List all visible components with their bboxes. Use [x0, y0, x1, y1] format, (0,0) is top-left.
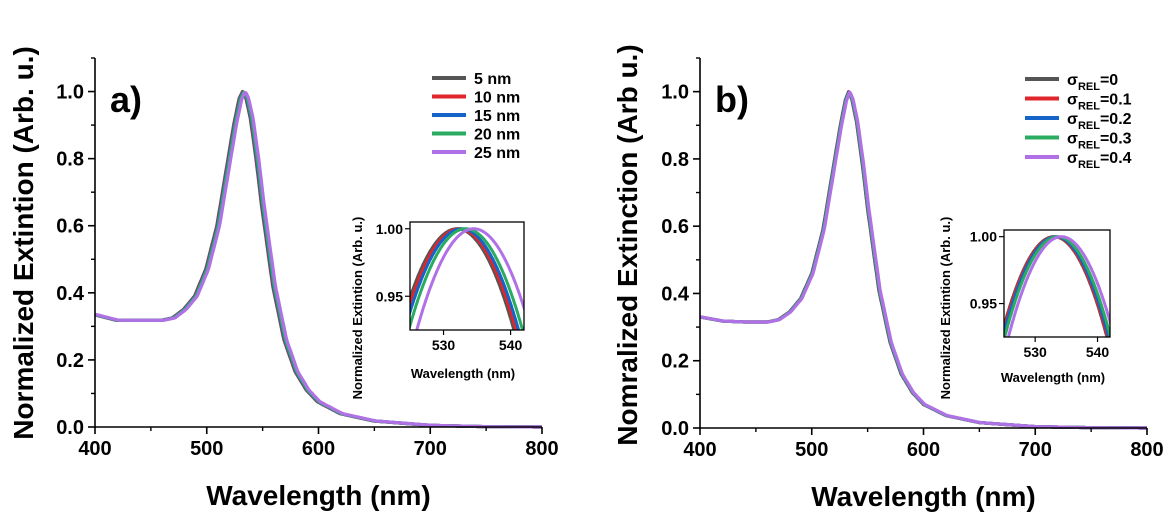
inset-y-axis-title: Normalized Extintion (Arb. u.) — [938, 217, 953, 400]
x-tick-label: 500 — [190, 438, 223, 460]
panel-b: 400 500 600 700 800 0.0 0.2 0.4 0.6 0.8 1.0 Wavelen… — [612, 44, 1164, 512]
inset-x-tick-label: 530 — [432, 337, 456, 353]
legend-item: σREL=0.3 — [1025, 131, 1132, 152]
x-axis-title: Wavelength (nm) — [206, 480, 431, 511]
y-tick-label: 1.0 — [661, 82, 689, 104]
panel-a: 400 500 600 700 800 0.0 0.2 0.4 0.6 0.8 1.0 Wavelen… — [8, 46, 559, 511]
x-tick-label: 600 — [907, 439, 940, 461]
x-tick-label: 800 — [525, 438, 558, 460]
y-tick-label: 0.0 — [661, 418, 689, 440]
legend-label-base: σ — [1067, 150, 1078, 167]
legend-label: σREL=0.1 — [1067, 92, 1132, 113]
inset-series-line-4 — [415, 227, 524, 330]
legend-item: 15 nm — [432, 108, 520, 125]
y-tick-label: 0.0 — [56, 417, 84, 439]
legend-item: σREL=0 — [1025, 72, 1118, 93]
legend-item: 10 nm — [432, 90, 520, 107]
legend-label: σREL=0.4 — [1067, 150, 1132, 171]
axes: 400 500 600 700 800 0.0 0.2 0.4 0.6 0.8 1.0 — [661, 57, 1164, 461]
legend-label: σREL=0.3 — [1067, 131, 1132, 152]
inset-x-tick-label: 540 — [499, 337, 523, 353]
inset-y-axis-title: Normalized Extintion (Arb. u.) — [350, 217, 365, 400]
inset-y-tick-label: 1.00 — [970, 229, 997, 245]
legend-label-sub: REL — [1078, 101, 1100, 113]
inset-y-tick-label: 0.95 — [970, 296, 997, 312]
legend-label-sub: REL — [1078, 81, 1100, 93]
inset-x-tick-label: 540 — [1086, 344, 1110, 360]
legend-label-base: σ — [1067, 72, 1078, 89]
legend-item: σREL=0.1 — [1025, 92, 1132, 113]
x-tick-label: 400 — [683, 439, 716, 461]
legend-label: 25 nm — [474, 145, 520, 162]
legend-label: σREL=0.2 — [1067, 111, 1132, 132]
inset-series-line-4 — [1006, 235, 1110, 337]
inset: 530 540 0.95 1.00 Wavelength (nm) Normalized … — [350, 217, 525, 400]
legend-label: 15 nm — [474, 108, 520, 125]
y-tick-label: 0.6 — [661, 216, 689, 238]
inset: 530 540 0.95 1.00 Wavelength (nm) Normalized … — [938, 217, 1111, 400]
y-tick-label: 1.0 — [56, 82, 84, 104]
legend-label-suffix: =0 — [1100, 72, 1118, 89]
inset-x-tick-label: 530 — [1023, 344, 1047, 360]
legend-label-sub: REL — [1078, 159, 1100, 171]
x-tick-label: 600 — [302, 438, 335, 460]
x-tick-label: 700 — [414, 438, 447, 460]
y-tick-label: 0.4 — [661, 283, 690, 305]
y-axis-title: Nomralized Extinction (Arb u.) — [612, 44, 643, 445]
y-tick-label: 0.2 — [56, 350, 84, 372]
panel-label: a) — [110, 79, 142, 120]
y-tick-label: 0.8 — [661, 149, 689, 171]
legend-label: 20 nm — [474, 127, 520, 144]
y-axis-title: Normalized Extintion (Arb. u.) — [8, 46, 39, 440]
inset-series-lines — [1004, 235, 1110, 337]
inset-x-axis-title: Wavelength (nm) — [411, 366, 515, 381]
legend-label-suffix: =0.1 — [1100, 92, 1132, 109]
inset-y-tick-label: 1.00 — [376, 221, 403, 237]
legend-label: 5 nm — [474, 71, 511, 88]
legend-label-base: σ — [1067, 92, 1078, 109]
x-axis-title: Wavelength (nm) — [811, 481, 1036, 512]
inset-frame — [409, 221, 525, 331]
legend-item: 20 nm — [432, 127, 520, 144]
legend-item: 25 nm — [432, 145, 520, 162]
legend-label-sub: REL — [1078, 140, 1100, 152]
y-tick-label: 0.6 — [56, 216, 84, 238]
inset-frame — [1003, 229, 1111, 338]
y-tick-label: 0.2 — [661, 351, 689, 373]
legend-label-suffix: =0.4 — [1100, 150, 1132, 167]
legend-label: 10 nm — [474, 90, 520, 107]
inset-y-tick-label: 0.95 — [376, 288, 403, 304]
legend-label-base: σ — [1067, 111, 1078, 128]
legend-label-sub: REL — [1078, 120, 1100, 132]
legend-label: σREL=0 — [1067, 72, 1118, 93]
legend-item: 5 nm — [432, 71, 511, 88]
legend-label-base: σ — [1067, 131, 1078, 148]
legend-label-suffix: =0.2 — [1100, 111, 1132, 128]
inset-series-lines — [410, 227, 524, 330]
x-tick-label: 400 — [78, 438, 111, 460]
x-tick-label: 500 — [795, 439, 828, 461]
x-tick-label: 800 — [1130, 439, 1163, 461]
legend-item: σREL=0.2 — [1025, 111, 1132, 132]
inset-x-axis-title: Wavelength (nm) — [1001, 370, 1105, 385]
legend-label-suffix: =0.3 — [1100, 131, 1132, 148]
y-tick-label: 0.8 — [56, 149, 84, 171]
legend-item: σREL=0.4 — [1025, 150, 1132, 171]
y-tick-label: 0.4 — [56, 283, 85, 305]
axes: 400 500 600 700 800 0.0 0.2 0.4 0.6 0.8 1.0 — [56, 57, 559, 460]
panel-label: b) — [715, 79, 749, 120]
x-tick-label: 700 — [1019, 439, 1052, 461]
